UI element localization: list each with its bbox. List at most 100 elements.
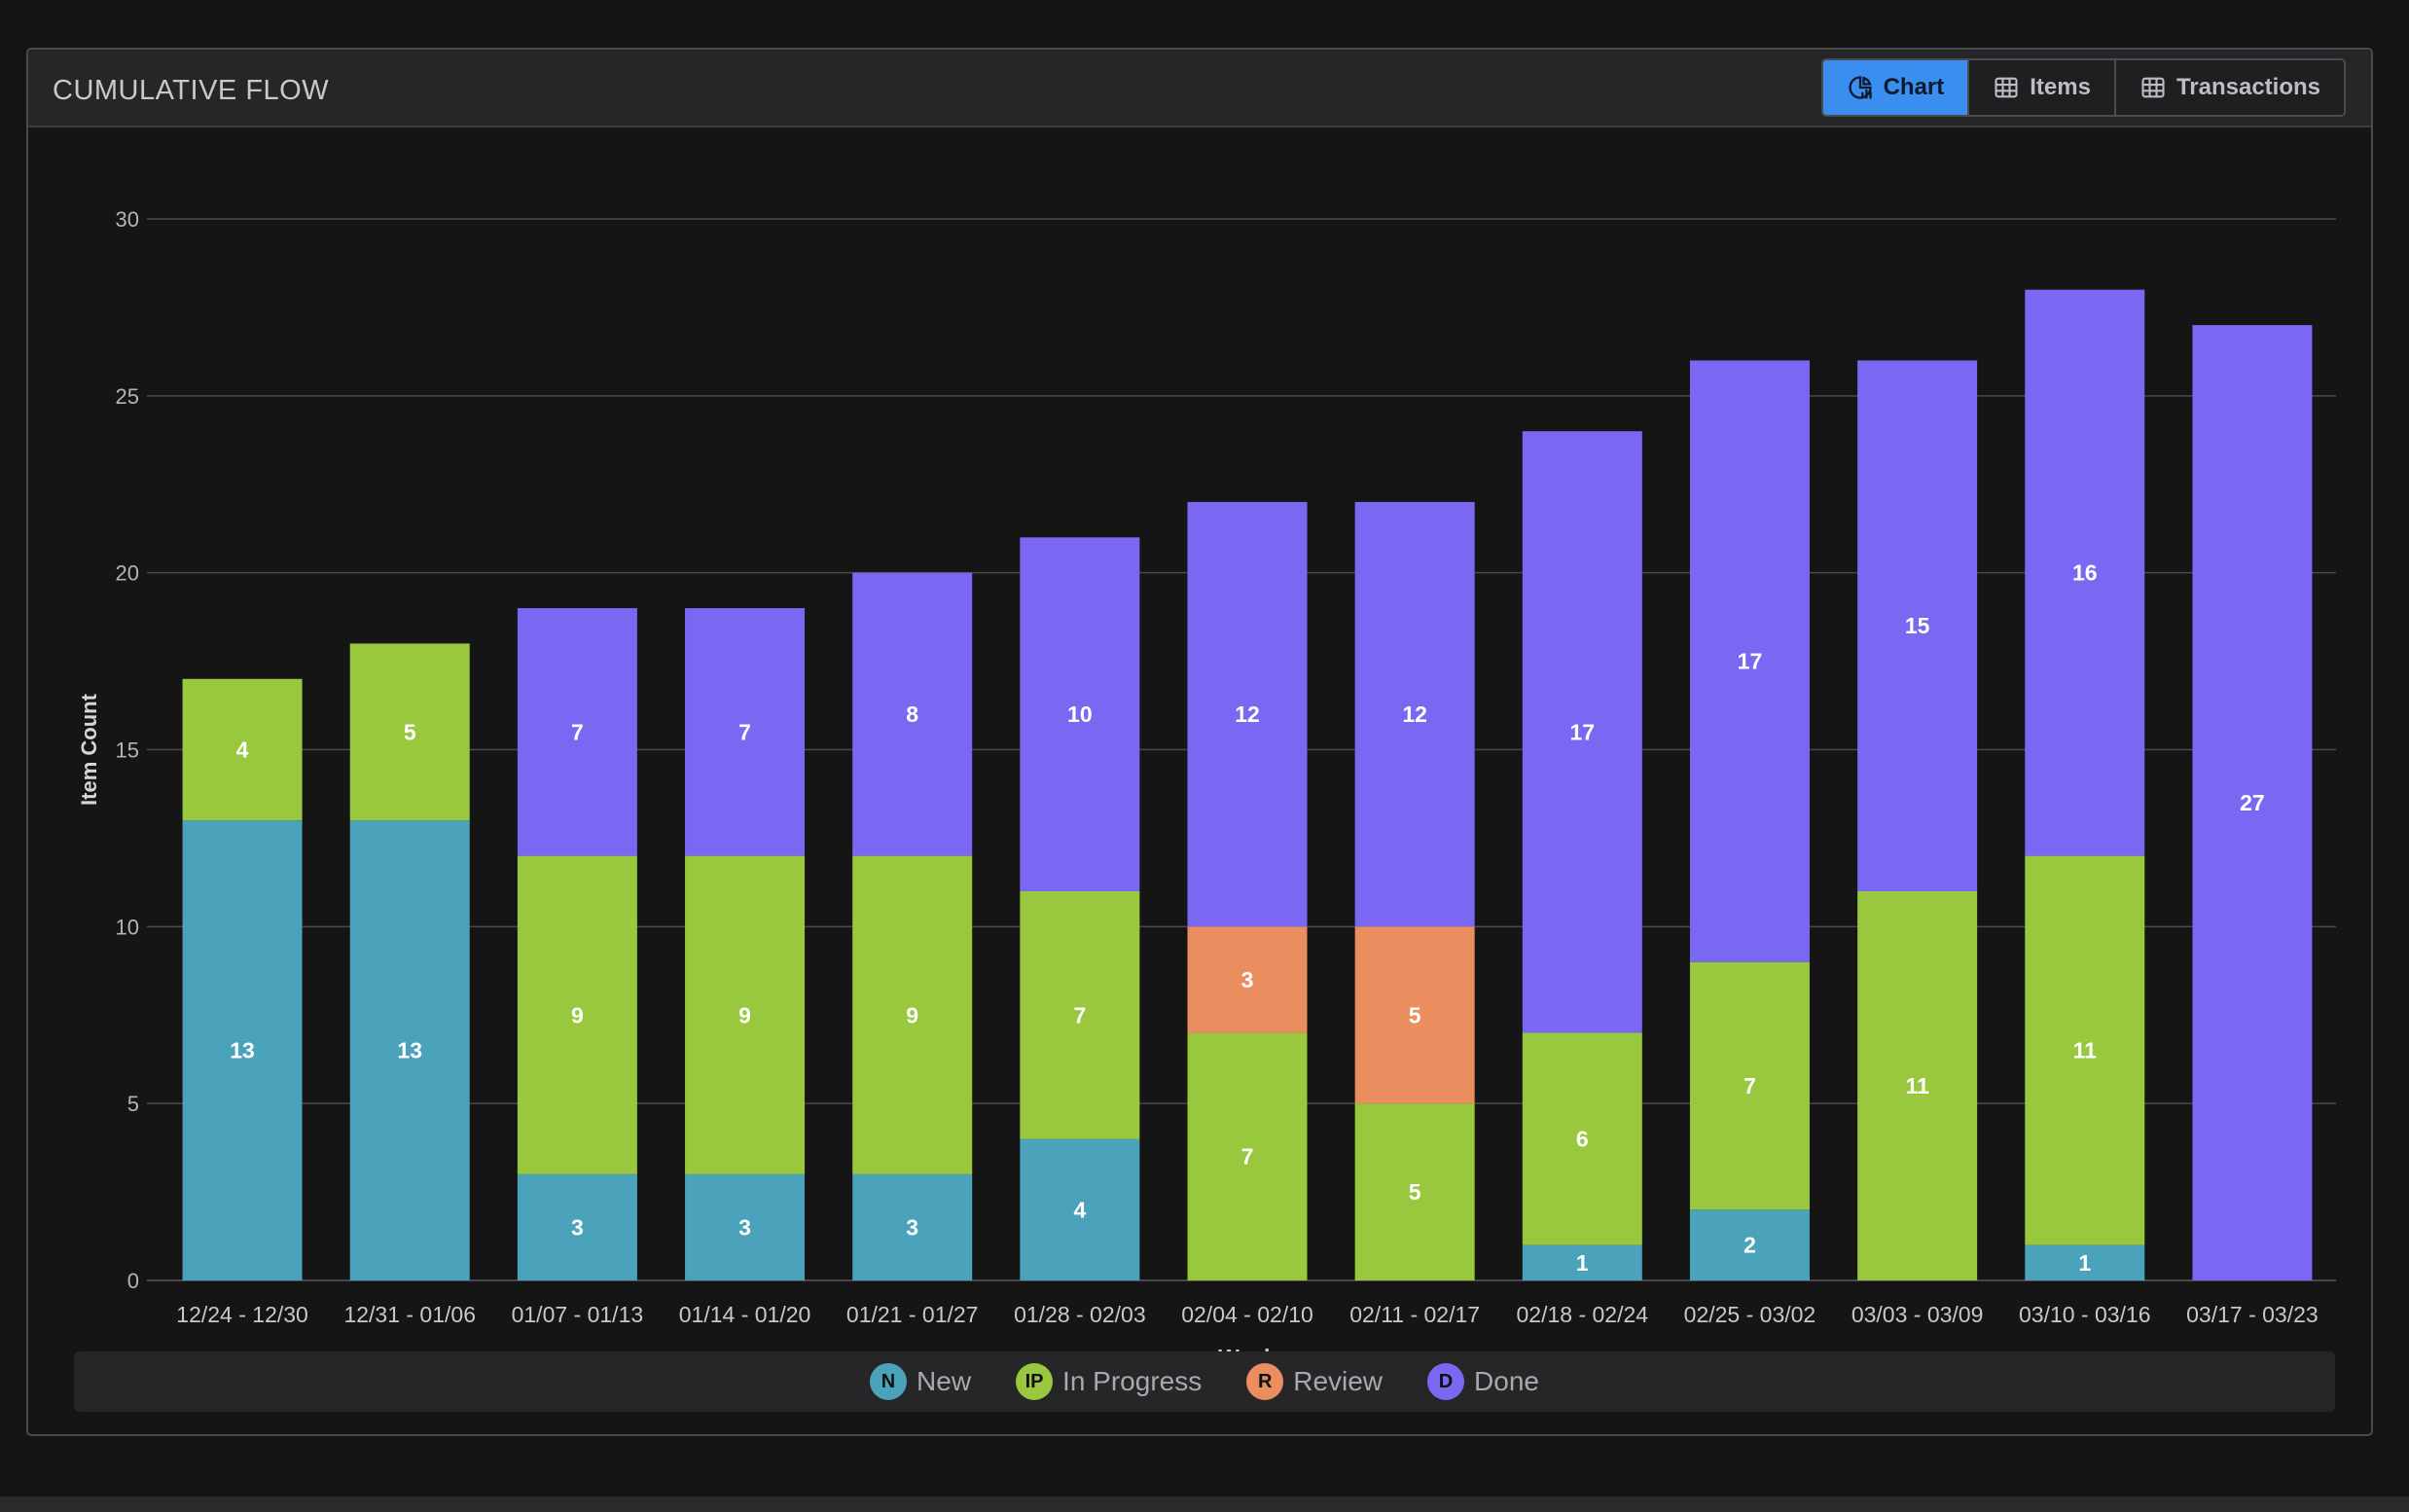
bar-value-label: 9: [906, 1002, 918, 1027]
bar-segment[interactable]: [685, 608, 806, 856]
bar-value-label: 17: [1570, 719, 1596, 744]
bar-value-label: 11: [1905, 1073, 1929, 1098]
bar-value-label: 3: [1241, 967, 1254, 992]
bar-value-label: 12: [1402, 702, 1427, 727]
bar-value-label: 9: [571, 1002, 584, 1027]
legend-item-in-progress[interactable]: IP In Progress: [1016, 1363, 1202, 1400]
bar-segment[interactable]: [1020, 890, 1140, 1139]
tab-items[interactable]: Items: [1967, 60, 2114, 115]
x-tick-label: 01/14 - 01/20: [679, 1302, 811, 1327]
x-tick-label: 12/31 - 01/06: [343, 1302, 476, 1327]
bar-segment[interactable]: [1857, 890, 1978, 1280]
bar-segment[interactable]: [1187, 501, 1308, 927]
bar-value-label: 7: [571, 719, 584, 744]
bar-value-label: 17: [1738, 649, 1763, 674]
x-tick-label: 02/04 - 02/10: [1181, 1302, 1313, 1327]
bar-value-label: 10: [1067, 702, 1093, 727]
bar-value-label: 4: [1073, 1197, 1086, 1222]
bar-segment[interactable]: [182, 678, 303, 821]
bar-segment[interactable]: [685, 855, 806, 1174]
legend-item-new[interactable]: N New: [870, 1363, 971, 1400]
bar-segment[interactable]: [1354, 501, 1475, 927]
legend-badge: N: [870, 1363, 908, 1400]
legend-badge: R: [1246, 1363, 1284, 1400]
bar-segment[interactable]: [1689, 360, 1810, 962]
legend-badge: IP: [1016, 1363, 1054, 1400]
bar-segment[interactable]: [517, 855, 637, 1174]
bar-segment[interactable]: [1020, 537, 1140, 891]
bar-segment[interactable]: [685, 1173, 806, 1280]
bar-value-label: 12: [1235, 702, 1260, 727]
x-tick-label: 01/21 - 01/27: [846, 1302, 979, 1327]
tab-transactions[interactable]: Transactions: [2113, 60, 2344, 115]
legend-item-review[interactable]: R Review: [1246, 1363, 1383, 1400]
table-icon: [2139, 74, 2167, 101]
x-tick-label: 03/10 - 03/16: [2019, 1302, 2151, 1327]
bar-segment[interactable]: [349, 643, 470, 821]
bar-segment[interactable]: [1354, 1103, 1475, 1280]
bar-value-label: 9: [738, 1002, 751, 1027]
bar-segment[interactable]: [349, 820, 470, 1280]
bar-value-label: 3: [571, 1214, 584, 1240]
bar-value-label: 16: [2072, 560, 2098, 586]
tab-chart[interactable]: Chart: [1822, 60, 1968, 115]
bar-value-label: 3: [738, 1214, 751, 1240]
bar-segment[interactable]: [1857, 360, 1978, 891]
bar-value-label: 5: [404, 719, 416, 744]
tab-transactions-label: Transactions: [2175, 74, 2320, 100]
legend-badge: D: [1427, 1363, 1465, 1400]
bar-segment[interactable]: [517, 1173, 637, 1280]
bottom-strip: [0, 1496, 2409, 1512]
bar-segment[interactable]: [517, 608, 637, 856]
bar-value-label: 7: [1241, 1144, 1254, 1170]
bar-value-label: 27: [2240, 790, 2265, 815]
bar-segment[interactable]: [1522, 1032, 1642, 1245]
y-tick-label: 30: [116, 207, 139, 232]
bar-value-label: 4: [236, 738, 249, 763]
y-tick-label: 15: [116, 738, 139, 763]
view-toggle: Chart Items: [1820, 58, 2346, 117]
bar-value-label: 15: [1905, 613, 1930, 638]
bar-segment[interactable]: [2025, 1244, 2145, 1280]
chart-icon: [1847, 74, 1874, 101]
x-axis-title: Week: [1218, 1345, 1276, 1351]
bar-value-label: 1: [1576, 1250, 1589, 1276]
x-tick-label: 02/18 - 02/24: [1517, 1302, 1649, 1327]
legend-label: In Progress: [1062, 1366, 1203, 1396]
y-tick-label: 10: [116, 915, 139, 939]
legend-label: Done: [1474, 1366, 1539, 1396]
legend-item-done[interactable]: D Done: [1427, 1363, 1539, 1400]
bar-segment[interactable]: [2192, 325, 2313, 1281]
bar-segment[interactable]: [2025, 289, 2145, 856]
bar-segment[interactable]: [852, 572, 973, 856]
bar-segment[interactable]: [1689, 1209, 1810, 1280]
y-tick-label: 5: [127, 1092, 139, 1116]
bar-segment[interactable]: [852, 855, 973, 1174]
bar-segment[interactable]: [182, 820, 303, 1280]
bar-segment[interactable]: [1522, 1244, 1642, 1280]
bar-segment[interactable]: [1522, 431, 1642, 1033]
bar-segment[interactable]: [1187, 1032, 1308, 1280]
bar-value-label: 11: [2073, 1038, 2098, 1063]
bar-value-label: 3: [906, 1214, 918, 1240]
panel-title: CUMULATIVE FLOW: [53, 75, 330, 106]
x-tick-label: 01/07 - 01/13: [512, 1302, 644, 1327]
bar-value-label: 2: [1744, 1233, 1756, 1258]
bar-segment[interactable]: [1020, 1138, 1140, 1280]
bar-value-label: 8: [906, 702, 918, 727]
x-tick-label: 12/24 - 12/30: [176, 1302, 308, 1327]
bar-value-label: 13: [397, 1038, 422, 1063]
x-tick-label: 01/28 - 02/03: [1014, 1302, 1146, 1327]
y-axis-title: Item Count: [77, 693, 101, 806]
bar-segment[interactable]: [1187, 926, 1308, 1033]
panel-header: CUMULATIVE FLOW Chart: [28, 50, 2371, 127]
bar-segment[interactable]: [1689, 961, 1810, 1210]
tab-chart-label: Chart: [1883, 74, 1945, 100]
bar-segment[interactable]: [1354, 926, 1475, 1104]
bar-value-label: 7: [738, 719, 751, 744]
x-tick-label: 03/17 - 03/23: [2186, 1302, 2319, 1327]
bar-value-label: 7: [1744, 1073, 1756, 1098]
bar-segment[interactable]: [2025, 855, 2145, 1245]
x-tick-label: 02/25 - 03/02: [1684, 1302, 1816, 1327]
bar-segment[interactable]: [852, 1173, 973, 1280]
